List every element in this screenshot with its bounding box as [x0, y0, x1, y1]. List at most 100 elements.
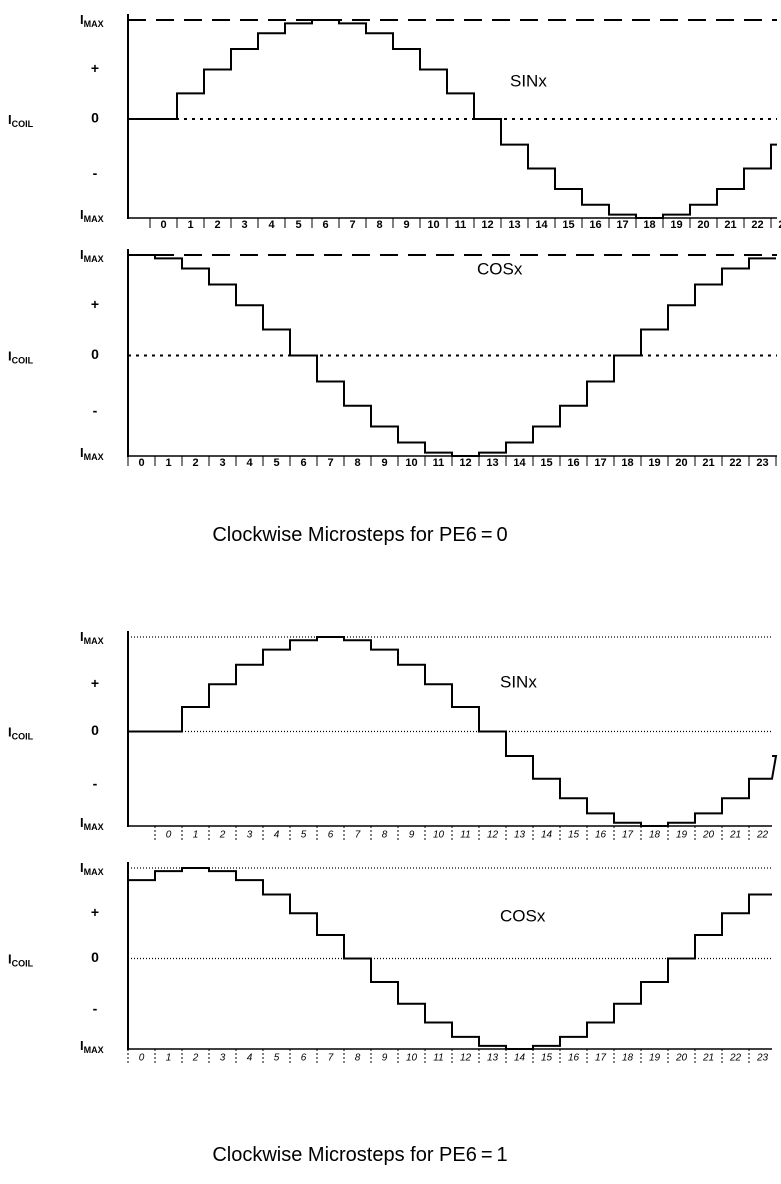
- step-label: 17: [616, 219, 628, 231]
- step-label: 12: [481, 219, 493, 231]
- step-label: 15: [540, 457, 552, 469]
- chart-1-pe6_0-cosx: 0 1 2 3 4 5 6 7 8 9 10 11 12 13 14 15 16 17 18 19 20 21 22 23IM…: [8, 247, 777, 469]
- ytick-plus: +: [91, 296, 99, 312]
- ytick-minus: -: [93, 165, 98, 181]
- ytick-plus: +: [91, 904, 99, 920]
- step-label: 1: [187, 219, 193, 231]
- step-label: 5: [273, 457, 279, 469]
- step-label: 23: [756, 1053, 769, 1064]
- step-label: 13: [514, 830, 526, 841]
- ytick-zero: 0: [91, 110, 99, 126]
- series-label-cosx: COSx: [500, 906, 546, 925]
- step-label: 6: [328, 830, 334, 841]
- step-label: 3: [247, 830, 253, 841]
- caption-pe6-0: Clockwise Microsteps for PE6 = 0: [212, 524, 508, 546]
- step-label: 17: [622, 830, 634, 841]
- step-label: 12: [460, 1053, 472, 1064]
- step-label: 4: [274, 830, 280, 841]
- step-label: 7: [327, 457, 333, 469]
- step-label: 21: [729, 830, 741, 841]
- step-label: 13: [508, 219, 520, 231]
- step-label: 17: [595, 1053, 607, 1064]
- step-label: 22: [729, 1053, 742, 1064]
- caption-pe6-1: Clockwise Microsteps for PE6 = 1: [212, 1144, 508, 1166]
- waveform-sinx: [128, 636, 778, 827]
- step-label: 22: [729, 457, 741, 469]
- step-label: 10: [406, 1053, 418, 1064]
- step-label: 7: [349, 219, 355, 231]
- step-label: 11: [455, 219, 467, 231]
- step-label: 9: [409, 830, 415, 841]
- step-label: 12: [459, 457, 471, 469]
- step-label: 3: [219, 457, 225, 469]
- step-label: 19: [670, 219, 682, 231]
- step-label: 13: [486, 457, 498, 469]
- step-label: 17: [594, 457, 606, 469]
- step-label: 23: [756, 457, 768, 469]
- ytick-zero: 0: [91, 346, 99, 362]
- step-label: 12: [487, 830, 499, 841]
- step-label: 16: [589, 219, 601, 231]
- step-label: 14: [541, 830, 553, 841]
- waveform-cosx: [128, 254, 776, 457]
- ytick-imax-top: IMAX: [80, 247, 104, 264]
- step-label: 9: [381, 457, 387, 469]
- step-label: 10: [427, 219, 439, 231]
- step-label: 15: [541, 1053, 553, 1064]
- step-label: 1: [166, 1053, 172, 1064]
- step-label: 11: [433, 1053, 443, 1064]
- ylabel-icoil: ICOIL: [8, 112, 34, 129]
- step-label: 22: [756, 830, 769, 841]
- step-label: 2: [192, 1053, 199, 1064]
- ytick-zero: 0: [91, 722, 99, 738]
- step-label: 8: [382, 830, 388, 841]
- step-label: 9: [382, 1053, 388, 1064]
- step-label: 15: [568, 830, 580, 841]
- step-label: 15: [562, 219, 574, 231]
- step-label: 19: [649, 1053, 661, 1064]
- ytick-minus: -: [93, 1000, 98, 1016]
- step-label: 0: [138, 457, 144, 469]
- waveform-sinx: [128, 19, 777, 219]
- waveform-cosx: [128, 867, 772, 1050]
- step-label: 0: [160, 219, 166, 231]
- ytick-imax-bottom: IMAX: [80, 815, 104, 832]
- step-label: 3: [241, 219, 247, 231]
- ytick-imax-bottom: IMAX: [80, 207, 104, 224]
- step-label: 2: [214, 219, 220, 231]
- ylabel-icoil: ICOIL: [8, 725, 34, 742]
- step-label: 13: [487, 1053, 499, 1064]
- step-label: 2: [219, 830, 226, 841]
- step-label: 20: [675, 457, 687, 469]
- step-label: 4: [268, 219, 275, 231]
- step-label: 6: [322, 219, 328, 231]
- step-label: 5: [301, 830, 307, 841]
- step-label: 14: [535, 219, 548, 231]
- step-label: 19: [676, 830, 688, 841]
- step-label: 19: [648, 457, 660, 469]
- step-label: 7: [355, 830, 361, 841]
- step-label: 16: [595, 830, 607, 841]
- step-label: 18: [622, 1053, 634, 1064]
- step-label: 2: [192, 457, 198, 469]
- step-label: 6: [301, 1053, 307, 1064]
- step-label: 10: [405, 457, 417, 469]
- step-label: 20: [702, 830, 715, 841]
- step-label: 8: [376, 219, 382, 231]
- step-label: 21: [702, 1053, 714, 1064]
- series-label-sinx: SINx: [500, 672, 537, 691]
- step-label: 20: [697, 219, 709, 231]
- step-label: 8: [354, 457, 360, 469]
- step-label: 18: [649, 830, 661, 841]
- step-label: 18: [643, 219, 655, 231]
- step-label: 20: [675, 1053, 688, 1064]
- step-label: 11: [460, 830, 470, 841]
- step-label: 0: [166, 830, 172, 841]
- chart-3-pe6_1-cosx: 0 1 2 3 4 5 6 7 8 9 10 11 12 13 14 15 16 17 18 19 20 21 22 23IM…: [8, 860, 772, 1064]
- ylabel-icoil: ICOIL: [8, 952, 34, 969]
- ytick-imax-top: IMAX: [80, 629, 104, 646]
- series-label-cosx: COSx: [477, 259, 523, 278]
- step-label: 21: [724, 219, 736, 231]
- ytick-minus: -: [93, 775, 98, 791]
- step-label: 23: [778, 219, 781, 231]
